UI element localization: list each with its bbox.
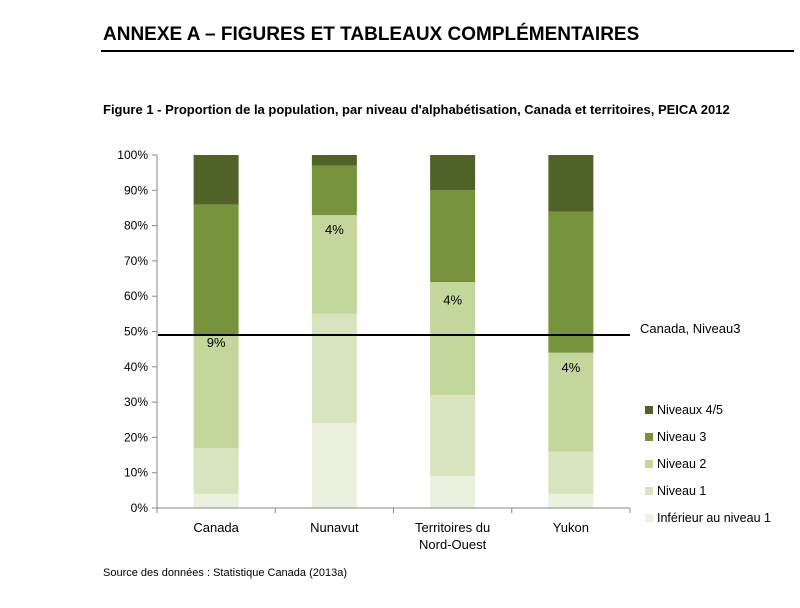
y-tick-label: 20%: [124, 430, 148, 444]
data-label: 9%: [207, 335, 226, 350]
bar-segment-1-0: [311, 423, 357, 508]
bar-segment-3-1: [548, 451, 594, 494]
bar-segment-3-0: [548, 493, 594, 508]
legend-label: Niveau 1: [657, 484, 706, 498]
legend-swatch: [645, 433, 653, 441]
bar-segment-1-4: [311, 155, 357, 166]
reference-line-label: Canada, Niveau3: [640, 321, 740, 336]
legend-swatch: [645, 487, 653, 495]
y-tick-label: 80%: [124, 219, 148, 233]
y-tick-label: 100%: [117, 148, 148, 162]
y-tick-label: 70%: [124, 254, 148, 268]
legend-label: Niveau 2: [657, 457, 706, 471]
data-label: 4%: [325, 222, 344, 237]
legend-label: Inférieur au niveau 1: [657, 511, 771, 525]
legend-swatch: [645, 406, 653, 414]
y-tick-label: 40%: [124, 360, 148, 374]
category-label: Territoires du: [415, 520, 490, 535]
y-tick-label: 30%: [124, 395, 148, 409]
category-label: Nord-Ouest: [419, 537, 487, 552]
bar-segment-2-1: [430, 395, 476, 477]
category-label: Yukon: [553, 520, 589, 535]
bar-segment-1-3: [311, 165, 357, 216]
bar-segment-0-3: [193, 204, 239, 336]
figure-title: Figure 1 - Proportion de la population, …: [103, 102, 730, 117]
bar-segment-0-0: [193, 493, 239, 508]
annex-title: ANNEXE A – FIGURES ET TABLEAUX COMPLÉMEN…: [103, 24, 640, 45]
bar-segment-0-1: [193, 447, 239, 494]
bar-segment-0-4: [193, 155, 239, 205]
data-label: 4%: [443, 293, 462, 308]
bar-segment-3-3: [548, 211, 594, 353]
bar-segment-3-4: [548, 155, 594, 212]
legend-label: Niveau 3: [657, 430, 706, 444]
bar-segment-2-0: [430, 476, 476, 508]
category-label: Canada: [193, 520, 239, 535]
category-label: Nunavut: [310, 520, 359, 535]
legend-swatch: [645, 514, 653, 522]
bar-segment-2-3: [430, 190, 476, 283]
bar-segment-1-1: [311, 313, 357, 424]
bar-segment-2-4: [430, 155, 476, 191]
y-tick-label: 10%: [124, 466, 148, 480]
legend-swatch: [645, 460, 653, 468]
y-tick-label: 90%: [124, 183, 148, 197]
annex-title-rule: [101, 50, 794, 52]
y-tick-label: 50%: [124, 325, 148, 339]
y-tick-label: 0%: [131, 501, 149, 515]
y-tick-label: 60%: [124, 289, 148, 303]
bar-segment-1-2: [311, 215, 357, 314]
bar-segment-2-2: [430, 282, 476, 396]
bar-segment-3-2: [548, 352, 594, 452]
data-source-note: Source des données : Statistique Canada …: [103, 567, 347, 579]
bar-segment-0-2: [193, 335, 239, 448]
legend-label: Niveaux 4/5: [657, 403, 723, 417]
data-label: 4%: [561, 360, 580, 375]
